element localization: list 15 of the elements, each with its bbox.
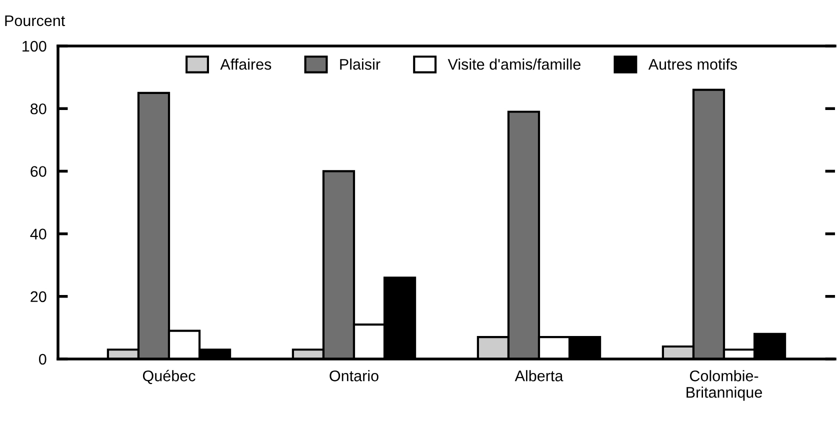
- y-tick-label: 20: [30, 291, 46, 302]
- y-tick-label: 40: [30, 228, 46, 240]
- x-tick-label: Colombie- Britannique: [686, 370, 762, 401]
- y-tick-label: 100: [22, 40, 46, 52]
- y-tick-label: 60: [30, 166, 46, 177]
- x-tick-label: Ontario: [330, 370, 378, 382]
- y-tick-label: 0: [38, 354, 46, 365]
- x-tick-label: Québec: [142, 370, 196, 384]
- legend-label: Plaisir: [340, 58, 380, 70]
- legend-label: Autres motifs: [648, 58, 737, 70]
- y-axis-title: Pourcent: [5, 15, 66, 26]
- x-tick-label: Alberta: [514, 370, 564, 382]
- y-tick-label: 80: [30, 103, 46, 114]
- legend-label: Visite d'amis/famille: [448, 58, 580, 70]
- legend-label: Affaires: [220, 58, 272, 70]
